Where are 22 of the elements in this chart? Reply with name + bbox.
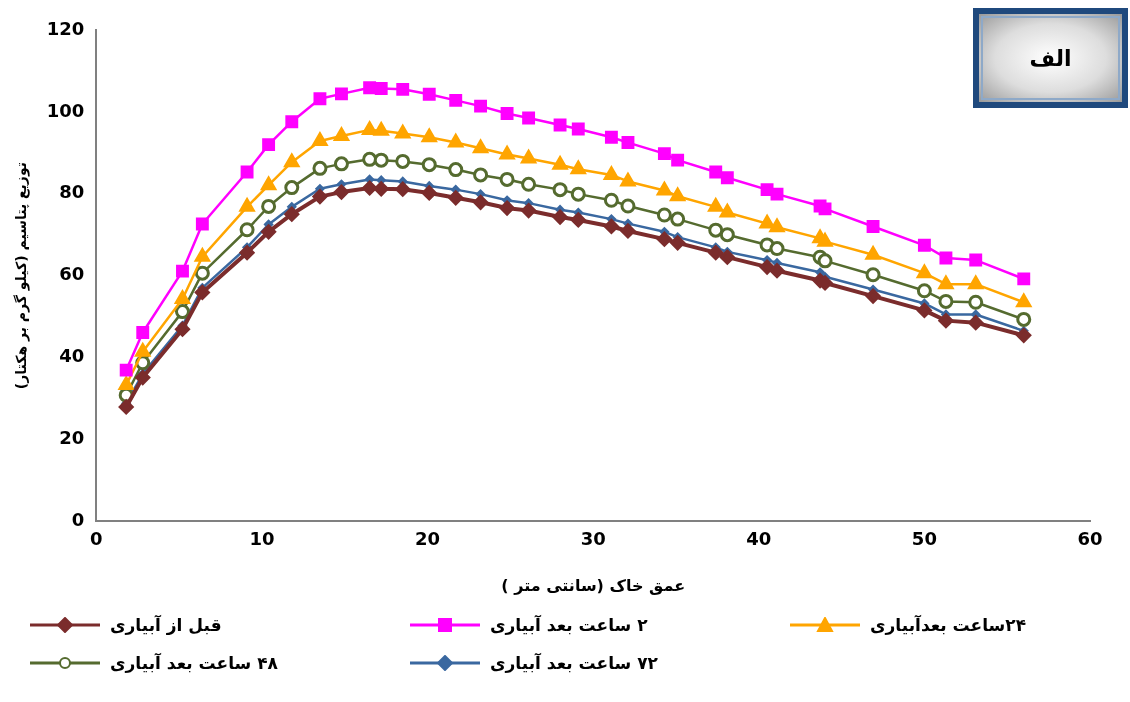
y-tick-label: 40	[59, 345, 85, 367]
x-axis-title: عمق خاک (سانتی متر )	[501, 575, 686, 595]
x-tick-label: 20	[415, 527, 441, 549]
y-tick-label: 100	[46, 99, 85, 121]
y-tick-label: 60	[59, 263, 85, 285]
x-tick-label: 40	[746, 527, 772, 549]
x-tick-label: 0	[90, 527, 103, 549]
x-tick-label: 50	[911, 527, 937, 549]
y-tick-label: 0	[71, 508, 85, 530]
legend-label: ۴۸ ساعت بعد آبیاری	[110, 653, 278, 673]
y-tick-label: 120	[46, 17, 85, 39]
x-tick-label: 60	[1077, 527, 1103, 549]
legend-label: ۲ ساعت بعد آبیاری	[490, 615, 648, 635]
legend-label: ۲۴ساعت بعدآبیاری	[870, 615, 1027, 635]
x-tick-label: 30	[580, 527, 606, 549]
y-axis-title: توزیع پتاسیم (کیلو گرم بر هکتار)	[13, 162, 31, 390]
legend-label: ۷۲ ساعت بعد آبیاری	[490, 653, 658, 673]
legend-label: قبل از آبیاری	[110, 615, 222, 635]
y-tick-label: 80	[59, 181, 85, 203]
title-frame: الف	[973, 8, 1128, 108]
x-tick-label: 10	[249, 527, 275, 549]
y-tick-label: 20	[59, 427, 85, 449]
